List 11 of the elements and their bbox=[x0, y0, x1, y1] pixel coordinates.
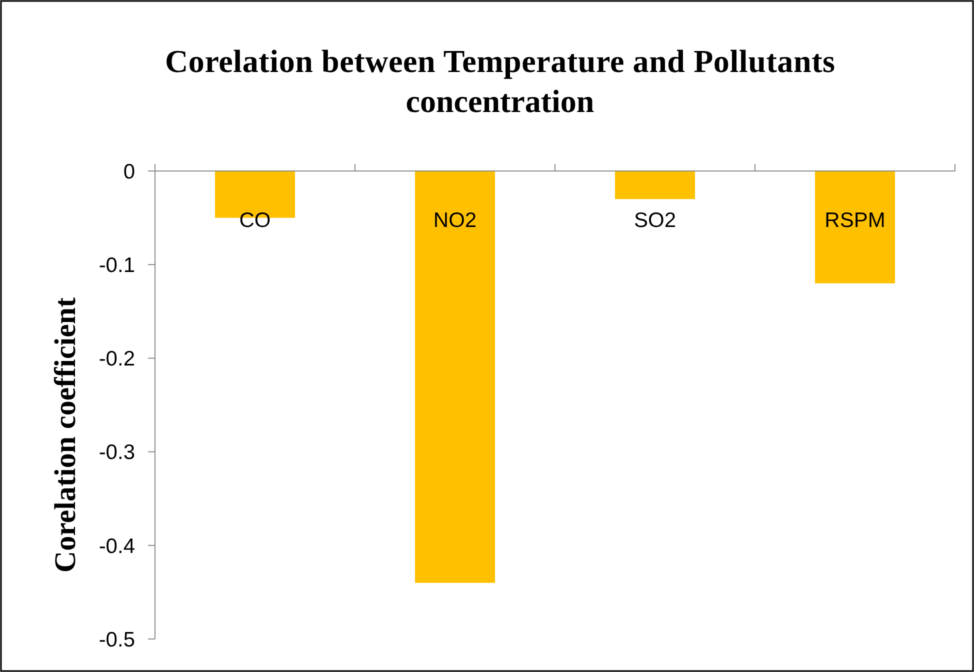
y-tick-label: -0.2 bbox=[98, 348, 135, 371]
x-tick-label: SO2 bbox=[634, 209, 676, 232]
y-tick-label: -0.3 bbox=[98, 441, 135, 464]
y-tick-label: 0 bbox=[123, 160, 135, 184]
x-tick-label: NO2 bbox=[433, 209, 477, 232]
y-tick-label: -0.5 bbox=[98, 628, 135, 652]
y-axis-title: Corelation coefficient bbox=[49, 297, 82, 573]
y-tick-label: -0.4 bbox=[98, 534, 136, 558]
y-tick-label: -0.1 bbox=[98, 254, 135, 277]
x-tick-label: RSPM bbox=[824, 209, 886, 232]
chart-title: Corelation between Temperature and Pollutants concentration bbox=[165, 43, 835, 119]
